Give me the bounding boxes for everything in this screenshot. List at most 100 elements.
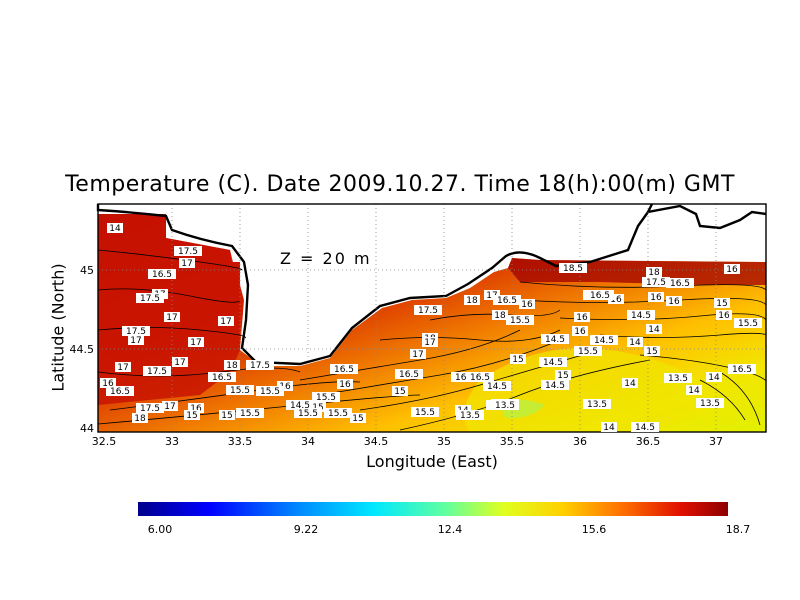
x-tick-label: 34.5 <box>364 435 389 448</box>
contour-label: 16 <box>574 327 586 337</box>
x-tick-label: 36.5 <box>636 435 661 448</box>
contour-label: 14.5 <box>635 423 655 433</box>
contour-label: 17 <box>174 358 185 368</box>
x-tick-labels: 32.5 33 33.5 34 34.5 35 35.5 36 36.5 37 <box>92 435 723 448</box>
contour-label: 14 <box>688 386 700 396</box>
plot-frame <box>97 203 767 433</box>
contour-label-box <box>686 385 702 395</box>
contour-label-box <box>395 369 423 379</box>
contour-label-box <box>728 364 756 374</box>
contour-label: 16 <box>339 380 351 390</box>
contour-label: 17 <box>424 338 435 348</box>
contour-label: 15 <box>352 414 363 424</box>
contour-label-box <box>294 408 322 418</box>
contour-label: 16 <box>668 297 680 307</box>
contour-label-box <box>115 362 131 372</box>
contour-label-box <box>646 267 662 277</box>
colorbar-label: 12.4 <box>438 523 463 536</box>
colorbar <box>138 502 728 516</box>
contour-label-box <box>627 337 643 347</box>
contour-label-box <box>410 349 426 359</box>
contour-label: 18 <box>648 268 660 278</box>
contour-label-box <box>608 294 624 304</box>
contour-label: 13.5 <box>668 374 688 384</box>
contour-label-box <box>583 399 611 409</box>
contour-label: 15 <box>512 355 523 365</box>
contour-label-box <box>456 410 484 420</box>
contour-label-box <box>493 295 521 305</box>
contour-label-box <box>484 290 500 300</box>
contour-label: 14.5 <box>543 358 563 368</box>
contour-label-box <box>696 398 724 408</box>
contour-label-box <box>128 335 144 345</box>
contour-label: 16.5 <box>399 370 419 380</box>
contour-label-box <box>162 401 178 411</box>
contour-label: 14.5 <box>594 336 614 346</box>
contour-label: 14.5 <box>545 381 565 391</box>
contour-label-box <box>106 386 134 396</box>
contour-label: 14 <box>109 224 121 234</box>
x-tick-label: 35.5 <box>500 435 525 448</box>
depth-annotation: Z = 20 m <box>280 249 372 268</box>
contour-label-box <box>574 312 590 322</box>
x-tick-label: 35 <box>437 435 451 448</box>
contour-label-box <box>411 407 439 417</box>
contour-label-box <box>122 326 150 336</box>
contour-label: 15.5 <box>230 386 250 396</box>
contour-label: 13.5 <box>700 399 720 409</box>
contour-label-box <box>208 372 236 382</box>
contour-label: 17 <box>181 259 192 269</box>
contour-label-box <box>464 295 480 305</box>
temperature-field <box>98 214 766 432</box>
contour-label-box <box>483 381 511 391</box>
contour-label: 13.5 <box>495 401 515 411</box>
contour-label: 18 <box>134 414 146 424</box>
contour-label: 16 <box>521 300 533 310</box>
y-tick-labels: 44 44.5 45 <box>70 264 95 435</box>
contour-label-box <box>286 400 314 410</box>
y-tick-label: 45 <box>80 264 94 277</box>
x-tick-label: 33.5 <box>228 435 253 448</box>
x-tick-label: 36 <box>573 435 587 448</box>
contour-label-box <box>492 310 508 320</box>
contour-label: 17 <box>166 313 177 323</box>
colorbar-label: 9.22 <box>294 523 319 536</box>
contour-label: 16 <box>102 379 114 389</box>
contour-label-box <box>519 299 535 309</box>
contour-label-box <box>224 360 240 370</box>
contour-label-box <box>414 305 442 315</box>
contour-label: 16.5 <box>470 373 490 383</box>
contour-label: 15.5 <box>510 316 530 326</box>
contour-label: 14 <box>648 325 660 335</box>
contour-label: 17.5 <box>250 361 270 371</box>
contour-label-box <box>218 316 234 326</box>
contour-label-box <box>132 413 148 423</box>
coastline <box>96 203 767 366</box>
contour-label: 16 <box>279 382 291 392</box>
contour-label: 16.5 <box>334 365 354 375</box>
contour-label-box <box>246 360 274 370</box>
contour-label: 17.5 <box>140 404 160 414</box>
contour-label-box <box>716 310 732 320</box>
contour-label-box <box>541 380 569 390</box>
colorbar-label: 15.6 <box>582 523 607 536</box>
x-tick-label: 33 <box>165 435 179 448</box>
contour-label: 13.5 <box>460 411 480 421</box>
contour-label-box <box>559 263 587 273</box>
contour-label-box <box>179 258 195 268</box>
contour-label: 16 <box>576 313 588 323</box>
contour-label-box <box>574 346 602 356</box>
contour-label: 14 <box>629 338 641 348</box>
contour-label-box <box>219 410 235 420</box>
contour-label: 17.5 <box>418 306 438 316</box>
contour-label: 16.5 <box>670 279 690 289</box>
contour-label-box <box>644 346 660 356</box>
contour-label: 16 <box>726 265 738 275</box>
contour-label: 17 <box>164 402 175 412</box>
contour-label: 16.5 <box>455 373 475 383</box>
contour-label-box <box>642 277 670 287</box>
y-tick-label: 44.5 <box>70 343 95 356</box>
contour-label: 18 <box>226 361 238 371</box>
contour-label: 16.5 <box>590 291 610 301</box>
